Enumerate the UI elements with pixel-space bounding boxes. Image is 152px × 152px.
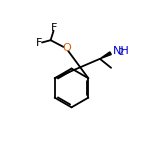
Text: F: F [51, 23, 58, 33]
Polygon shape [100, 52, 111, 59]
Text: O: O [62, 43, 71, 53]
Text: 2: 2 [118, 48, 124, 57]
Text: F: F [36, 38, 43, 48]
Text: NH: NH [113, 46, 130, 56]
